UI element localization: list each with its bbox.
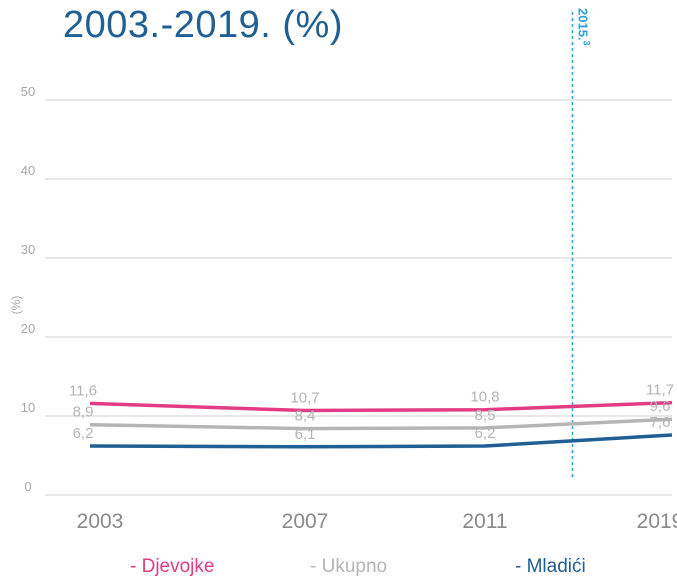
series-line-2 xyxy=(89,433,673,449)
chart-title: 2003.-2019. (%) xyxy=(63,4,343,46)
x-tick-2011: 2011 xyxy=(462,510,507,533)
data-label-0-1: 10,7 xyxy=(290,389,319,406)
data-label-2-0: 6,2 xyxy=(73,425,94,442)
y-tick-20: 20 xyxy=(21,321,35,336)
y-axis-label: (%) xyxy=(9,296,23,315)
data-label-0-2: 10,8 xyxy=(470,389,499,406)
data-label-1-1: 8,4 xyxy=(295,408,316,425)
series-line-1 xyxy=(89,417,673,431)
y-tick-0: 0 xyxy=(24,479,31,494)
series-line-0 xyxy=(89,400,673,413)
y-tick-labels: 0 10 20 30 40 50 xyxy=(21,84,35,494)
annotation-label: 2015.3 xyxy=(576,8,592,46)
data-label-2-1: 6,1 xyxy=(295,426,316,443)
y-tick-30: 30 xyxy=(21,242,35,257)
x-tick-labels: 2003 2007 2011 2019 xyxy=(77,510,677,533)
x-tick-2003: 2003 xyxy=(77,510,124,533)
data-label-1-0: 8,9 xyxy=(73,404,94,421)
annotation-layer: 2015.3 xyxy=(571,8,592,478)
grid-lines xyxy=(45,99,672,496)
legend-item-djevojke: - Djevojke xyxy=(130,556,215,577)
annotation-superscript: 3 xyxy=(582,41,592,46)
data-label-2-2: 6,2 xyxy=(475,425,496,442)
x-tick-2019: 2019 xyxy=(637,510,677,533)
data-label-1-3: 9,6 xyxy=(650,398,671,415)
data-label-2-3: 7,6 xyxy=(650,414,671,431)
data-labels: 11,6 10,7 10,8 11,7 8,9 8,4 8,5 9,6 6,2 6,1 6,2 7,6 xyxy=(69,382,674,443)
x-tick-2007: 2007 xyxy=(282,510,329,533)
data-label-0-0: 11,6 xyxy=(69,382,97,399)
legend: - Djevojke - Ukupno - Mladići xyxy=(0,556,677,580)
legend-item-mladici: - Mladići xyxy=(515,556,586,577)
series-lines xyxy=(89,400,673,449)
y-tick-10: 10 xyxy=(21,400,35,415)
data-label-1-2: 8,5 xyxy=(475,407,496,424)
y-tick-40: 40 xyxy=(21,163,35,178)
legend-item-ukupno: - Ukupno xyxy=(310,556,388,577)
y-tick-50: 50 xyxy=(21,84,35,99)
data-label-0-3: 11,7 xyxy=(646,382,674,399)
